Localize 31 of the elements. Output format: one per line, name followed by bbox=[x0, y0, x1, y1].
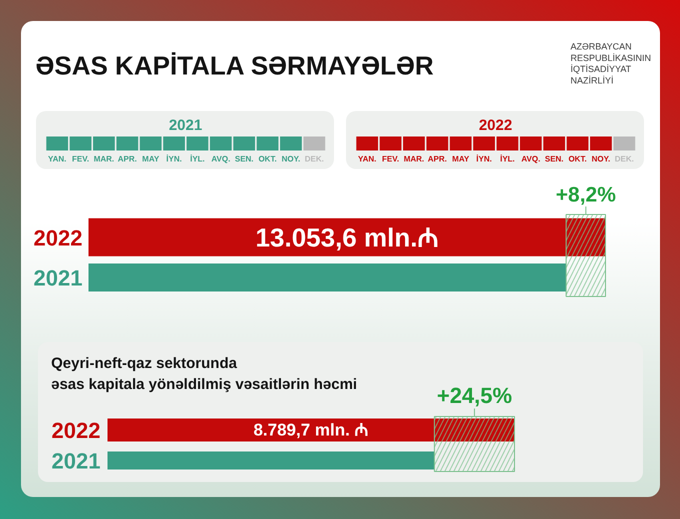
x-tick-label: AVQ. bbox=[521, 154, 540, 164]
x-tick-label: FEV. bbox=[72, 154, 90, 164]
band-label: +8,2% bbox=[556, 184, 616, 206]
x-tick-label: İYL. bbox=[190, 154, 205, 164]
band-label: +24,5% bbox=[436, 383, 512, 408]
x-tick-label: AVQ. bbox=[211, 154, 230, 164]
x-tick-label: İYN. bbox=[476, 154, 492, 164]
x-tick-label: MAY bbox=[142, 154, 160, 164]
data-label: 13.053,6 mln.₼ bbox=[256, 222, 438, 252]
x-tick-label: YAN. bbox=[358, 154, 376, 164]
x-tick-label: SEN. bbox=[544, 154, 564, 164]
x-tick-label: FEV. bbox=[382, 154, 400, 164]
x-tick-label: MAR. bbox=[404, 154, 424, 164]
x-tick-label: YAN. bbox=[48, 154, 66, 164]
x-tick-label: SEN. bbox=[234, 154, 254, 164]
x-tick-label: İYN. bbox=[166, 154, 182, 164]
x-tick-label: OKT. bbox=[258, 154, 277, 164]
chart-title: 2021 bbox=[168, 117, 202, 134]
data-label: 8.789,7 mln. ₼ bbox=[253, 420, 369, 440]
x-tick-label: MAR. bbox=[94, 154, 114, 164]
x-tick-label: NOY. bbox=[592, 154, 610, 164]
text: AZƏRBAYCAN RESPUBLİKASININ İQTİSADİYYAT NAZİRLİYİ bbox=[570, 42, 652, 86]
text: ƏSAS KAPİTALA SƏRMAYƏLƏR bbox=[36, 50, 434, 80]
x-tick-label: İYL. bbox=[500, 154, 515, 164]
x-tick-label: MAY bbox=[452, 154, 470, 164]
chart-title: 2022 bbox=[478, 117, 512, 134]
chart-title: Qeyri-neft-qaz sektorunda əsas kapitala yönəldilmiş vəsaitlərin həcmi bbox=[51, 355, 358, 393]
x-tick-label: NOY. bbox=[282, 154, 300, 164]
x-tick-label: APR. bbox=[118, 154, 137, 164]
x-tick-label: OKT. bbox=[568, 154, 587, 164]
x-tick-label: APR. bbox=[428, 154, 447, 164]
